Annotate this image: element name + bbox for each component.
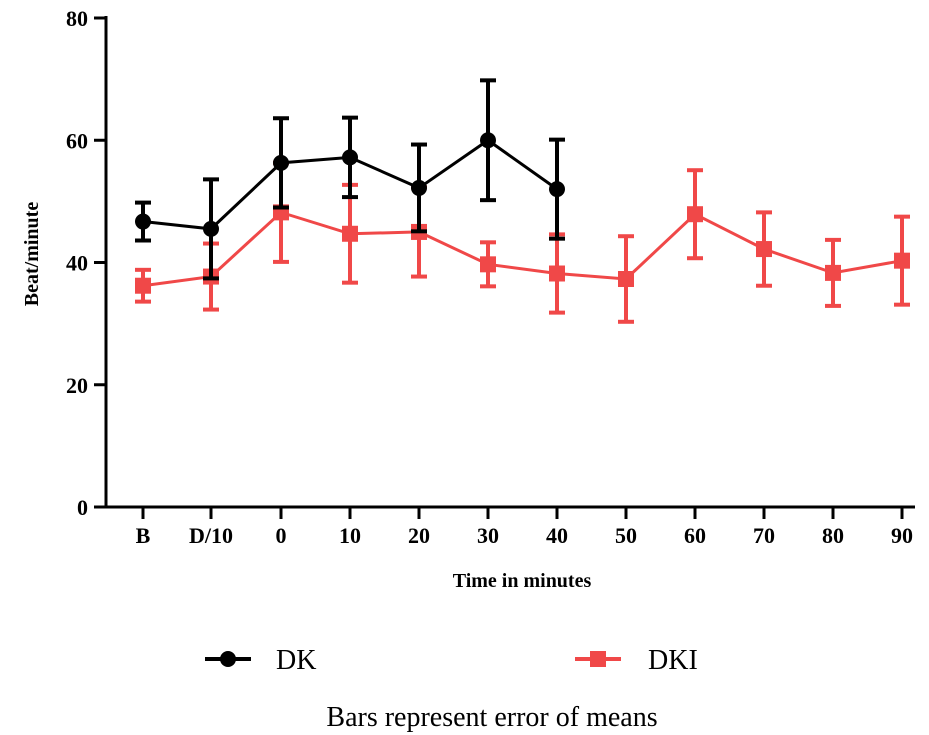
- x-tick-label: 90: [891, 523, 913, 548]
- y-axis-title: Beat/minute: [21, 202, 43, 307]
- data-point-dki: [894, 252, 910, 269]
- x-tick-label: 70: [753, 523, 775, 548]
- x-tick-label: 50: [615, 523, 637, 548]
- data-point-dki: [825, 264, 841, 281]
- data-point-dki: [687, 206, 703, 223]
- data-point-dk: [549, 181, 565, 198]
- series-line-dki: [142, 210, 903, 288]
- data-point-dki: [756, 241, 772, 258]
- legend: DK DKI: [205, 645, 698, 676]
- series-dk: [135, 78, 565, 281]
- data-point-dki: [480, 256, 496, 273]
- y-ticks: 0 20 40 60 80: [66, 6, 106, 520]
- y-tick-label: 60: [66, 128, 88, 153]
- legend-item-dki: DKI: [575, 645, 698, 676]
- y-tick-label: 40: [66, 251, 88, 276]
- x-tick-label: 30: [477, 523, 499, 548]
- x-tick-label: D/10: [189, 523, 233, 548]
- legend-marker: [590, 651, 606, 667]
- error-bar-note: Bars represent error of means: [326, 702, 657, 733]
- legend-label: DK: [276, 645, 316, 676]
- series-layer: [135, 78, 910, 324]
- data-point-dki: [342, 225, 358, 242]
- data-point-dk: [135, 213, 151, 230]
- x-tick-label: 20: [408, 523, 430, 548]
- legend-label: DKI: [648, 645, 698, 676]
- data-point-dki: [618, 271, 634, 288]
- y-tick-label: 20: [66, 373, 88, 398]
- data-point-dki: [549, 265, 565, 282]
- data-point-dk: [273, 154, 289, 171]
- series-dki: [135, 160, 910, 324]
- data-point-dk: [411, 179, 427, 196]
- legend-item-dk: DK: [205, 645, 316, 676]
- data-point-dk: [342, 149, 358, 166]
- x-tick-label: B: [136, 523, 151, 548]
- y-tick-label: 80: [66, 6, 88, 31]
- x-ticks: B D/10 0 10 20 30 40 50 60 70 80 90: [136, 507, 913, 548]
- x-tick-label: 60: [684, 523, 706, 548]
- data-point-dki: [135, 277, 151, 294]
- legend-marker: [220, 651, 236, 667]
- x-tick-label: 0: [276, 523, 287, 548]
- data-point-dk: [203, 220, 219, 237]
- x-tick-label: 80: [822, 523, 844, 548]
- x-tick-label: 10: [339, 523, 361, 548]
- y-tick-label: 0: [77, 495, 88, 520]
- x-tick-label: 40: [546, 523, 568, 548]
- data-point-dk: [480, 132, 496, 149]
- x-axis-title: Time in minutes: [453, 570, 592, 592]
